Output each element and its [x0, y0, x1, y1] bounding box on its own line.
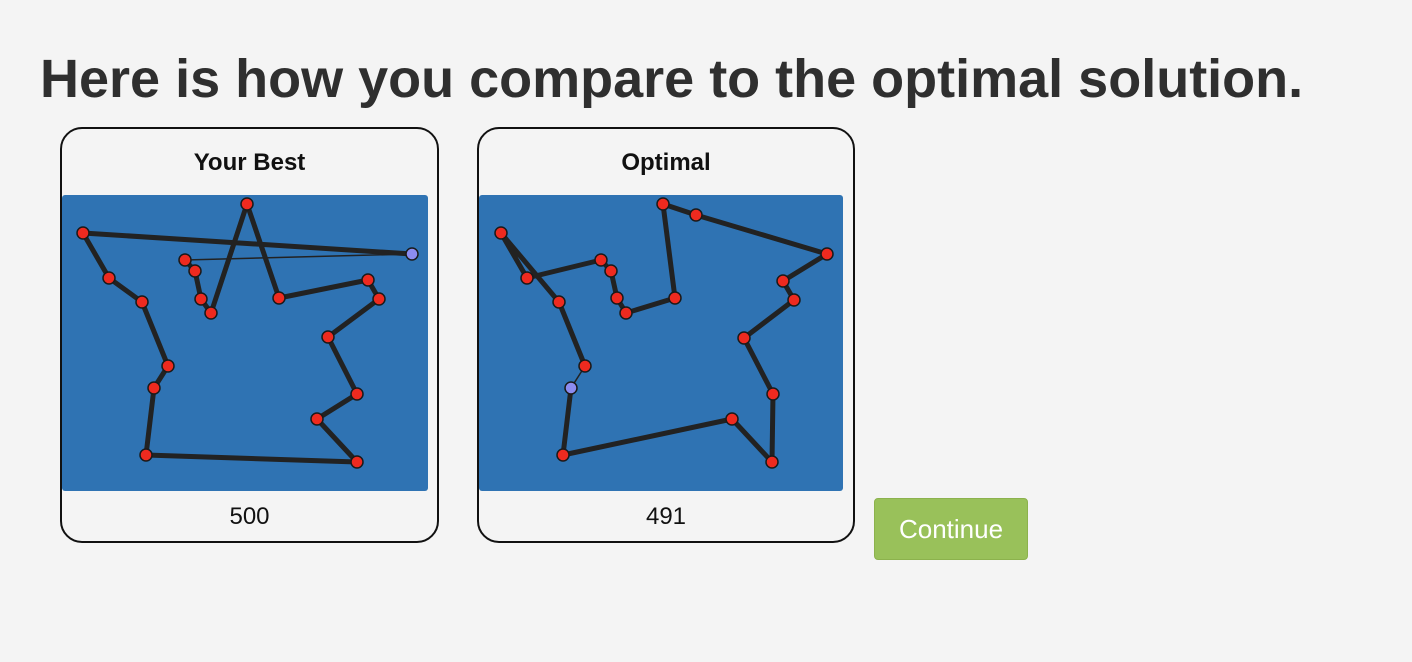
city-marker — [737, 331, 751, 345]
tour-closing-link — [184, 253, 413, 261]
optimal-tour-svg — [494, 197, 834, 469]
city-marker — [820, 247, 834, 261]
city-marker — [594, 253, 608, 267]
optimal-card: Optimal 491 — [477, 127, 855, 543]
city-marker — [188, 264, 202, 278]
city-marker — [619, 306, 633, 320]
your-best-card: Your Best 500 — [60, 127, 439, 543]
optimal-title: Optimal — [621, 149, 711, 176]
city-marker — [494, 226, 508, 240]
city-marker — [552, 295, 566, 309]
city-marker — [139, 448, 153, 462]
city-marker — [766, 387, 780, 401]
city-marker — [520, 271, 534, 285]
city-marker — [178, 253, 192, 267]
city-marker — [76, 226, 90, 240]
city-marker — [787, 293, 801, 307]
city-marker — [725, 412, 739, 426]
your-best-tour-svg — [76, 197, 419, 469]
city-marker — [656, 197, 670, 211]
city-marker — [350, 387, 364, 401]
city-marker — [310, 412, 324, 426]
optimal-score: 491 — [645, 503, 687, 530]
city-marker — [610, 291, 624, 305]
city-marker — [240, 197, 254, 211]
start-city-marker — [405, 247, 419, 261]
city-marker — [361, 273, 375, 287]
optimal-tour-map — [479, 195, 843, 491]
city-marker — [776, 274, 790, 288]
city-marker — [372, 292, 386, 306]
tour-path — [80, 201, 415, 465]
city-marker — [161, 359, 175, 373]
city-marker — [102, 271, 116, 285]
city-marker — [689, 208, 703, 222]
city-marker — [204, 306, 218, 320]
city-marker — [194, 292, 208, 306]
page-title: Here is how you compare to the optimal s… — [40, 49, 1304, 109]
tour-path — [498, 201, 830, 465]
city-marker — [604, 264, 618, 278]
your-best-tour-map — [62, 195, 428, 491]
continue-button[interactable]: Continue — [874, 498, 1028, 560]
your-best-score: 500 — [229, 503, 270, 530]
city-marker — [350, 455, 364, 469]
city-marker — [556, 448, 570, 462]
city-marker — [321, 330, 335, 344]
city-marker — [135, 295, 149, 309]
city-marker — [578, 359, 592, 373]
city-marker — [147, 381, 161, 395]
city-marker — [272, 291, 286, 305]
city-marker — [668, 291, 682, 305]
city-marker — [765, 455, 779, 469]
your-best-title: Your Best — [193, 149, 306, 176]
start-city-marker — [564, 381, 578, 395]
